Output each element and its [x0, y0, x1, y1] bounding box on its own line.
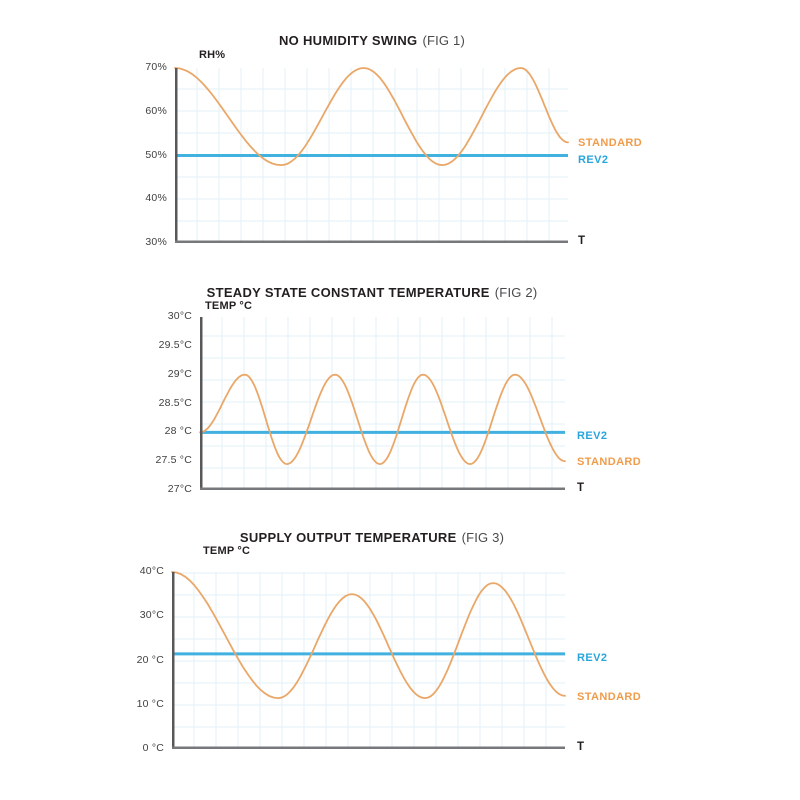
- y-tick-label: 40%: [145, 192, 167, 205]
- y-tick-label: 50%: [145, 148, 167, 161]
- x-axis-label: T: [577, 482, 585, 494]
- y-tick-label: 60%: [145, 104, 167, 117]
- legend-standard: STANDARD: [577, 456, 642, 469]
- y-axis-label: TEMP °C: [205, 300, 253, 312]
- y-axis-label: TEMP °C: [203, 545, 251, 557]
- x-axis-label: T: [577, 741, 585, 753]
- chart-title-fig1: NO HUMIDITY SWING (FIG 1): [0, 33, 744, 48]
- chart-fig-label: (FIG 1): [422, 33, 466, 48]
- chart-title-fig2: STEADY STATE CONSTANT TEMPERATURE (FIG 2): [0, 285, 744, 300]
- standard-curve: [171, 571, 566, 700]
- plot-area: [199, 317, 566, 490]
- chart-fig-label: (FIG 2): [494, 285, 538, 300]
- legend-rev2: REV2: [577, 430, 608, 443]
- chart-title-text: STEADY STATE CONSTANT TEMPERATURE: [206, 285, 490, 300]
- plot-area: [171, 571, 566, 749]
- standard-curve: [174, 67, 569, 167]
- x-axis-label: T: [578, 235, 586, 247]
- legend-rev2: REV2: [577, 651, 608, 664]
- y-tick-label: 20 °C: [136, 653, 164, 666]
- y-tick-label: 70%: [145, 61, 167, 73]
- legend-standard: STANDARD: [578, 137, 643, 150]
- y-tick-label: 10 °C: [136, 697, 164, 710]
- legend-standard: STANDARD: [577, 690, 642, 703]
- y-tick-label: 0 °C: [142, 742, 164, 754]
- y-tick-label: 27.5 °C: [155, 454, 192, 467]
- y-tick-label: 29.5°C: [158, 338, 192, 351]
- chart-title-text: NO HUMIDITY SWING: [278, 33, 418, 48]
- standard-curve: [199, 373, 566, 466]
- plot-area: [174, 67, 569, 243]
- y-tick-label: 28.5°C: [158, 396, 192, 409]
- y-tick-label: 29°C: [167, 367, 192, 380]
- y-tick-label: 30°C: [167, 310, 192, 322]
- y-tick-label: 40°C: [139, 565, 164, 577]
- y-tick-label: 27°C: [167, 483, 192, 495]
- y-tick-label: 30°C: [139, 609, 164, 622]
- legend-rev2: REV2: [578, 153, 609, 166]
- y-tick-label: 30%: [145, 236, 167, 248]
- chart-title-text: SUPPLY OUTPUT TEMPERATURE: [239, 530, 457, 545]
- y-axis-label: RH%: [199, 49, 226, 61]
- chart-title-fig3: SUPPLY OUTPUT TEMPERATURE (FIG 3): [0, 530, 744, 545]
- chart-fig-label: (FIG 3): [461, 530, 505, 545]
- y-tick-label: 28 °C: [164, 425, 192, 438]
